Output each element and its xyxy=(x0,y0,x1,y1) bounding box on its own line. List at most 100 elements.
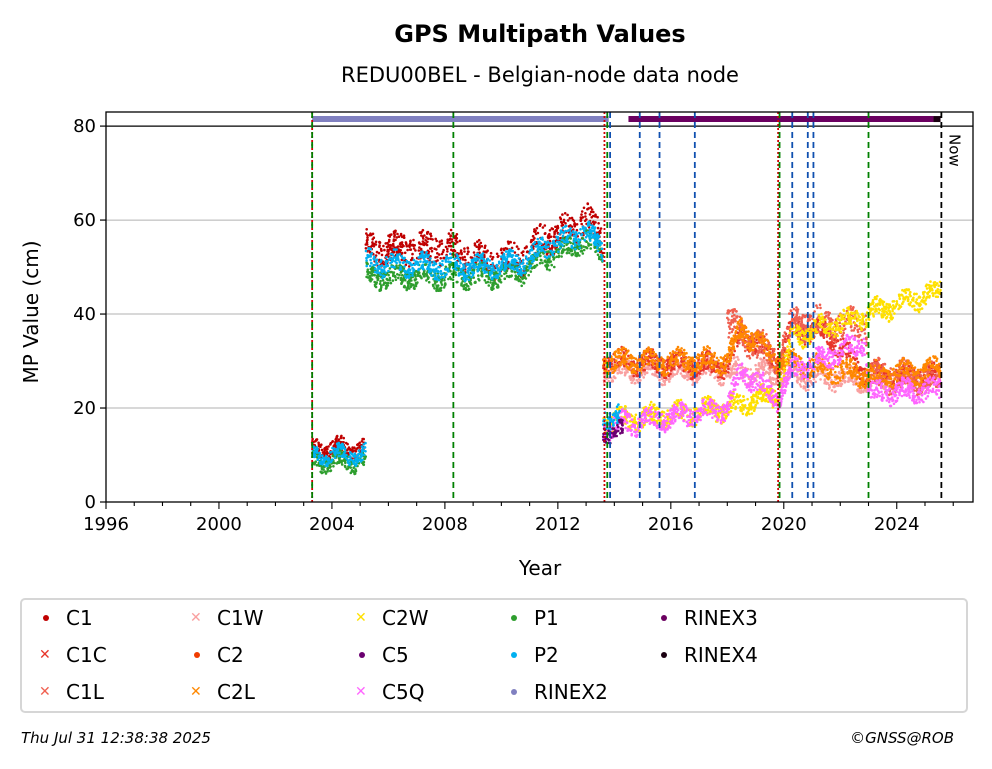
point-c1 xyxy=(395,236,399,239)
point-c1 xyxy=(559,217,563,221)
point-c1c xyxy=(825,340,829,344)
point-c2l xyxy=(836,381,840,385)
point-c1 xyxy=(396,245,400,248)
point-c1w xyxy=(626,370,629,374)
point-c1w xyxy=(642,376,645,379)
point-c1w xyxy=(619,371,622,374)
point-c1w xyxy=(810,382,813,385)
point-c1l xyxy=(860,338,863,342)
point-c1l xyxy=(849,305,852,308)
point-c1 xyxy=(382,263,386,266)
point-p1 xyxy=(478,279,481,282)
point-p1 xyxy=(580,249,584,253)
point-c1l xyxy=(800,320,803,324)
point-c1 xyxy=(404,241,408,244)
point-c1c xyxy=(678,366,681,369)
point-p1 xyxy=(560,250,564,253)
point-c1 xyxy=(564,222,567,225)
point-c1 xyxy=(389,243,392,247)
point-c1w xyxy=(716,379,720,383)
point-c1w xyxy=(660,383,663,386)
point-p1 xyxy=(487,284,491,287)
point-c1 xyxy=(459,249,463,252)
point-c1l xyxy=(761,328,765,332)
point-p1 xyxy=(473,281,477,284)
point-p1 xyxy=(338,460,342,464)
point-c1c xyxy=(845,353,848,356)
point-p1 xyxy=(389,281,393,285)
point-c1w xyxy=(847,377,851,380)
point-c2l xyxy=(614,359,618,363)
point-p1 xyxy=(391,271,395,275)
point-c1 xyxy=(446,250,449,253)
point-c1 xyxy=(461,258,465,261)
point-c1 xyxy=(479,241,483,245)
point-c1w xyxy=(681,374,684,378)
point-c1c xyxy=(710,370,713,374)
point-c1 xyxy=(480,245,484,248)
point-c1 xyxy=(434,256,437,259)
point-c2l xyxy=(920,380,923,384)
point-c1l xyxy=(795,313,799,317)
point-c1 xyxy=(601,251,604,255)
point-c1 xyxy=(408,248,412,251)
point-c1c xyxy=(822,336,826,340)
point-c2l xyxy=(721,371,725,374)
point-p1 xyxy=(545,260,549,264)
point-c1 xyxy=(317,441,320,445)
point-c1 xyxy=(407,244,411,247)
point-c1l xyxy=(728,331,731,335)
point-c2l xyxy=(724,363,728,366)
point-c1 xyxy=(450,238,454,241)
point-p1 xyxy=(448,265,452,269)
point-p1 xyxy=(587,242,590,245)
point-p1 xyxy=(366,270,369,274)
point-c1 xyxy=(561,213,564,216)
point-c1 xyxy=(402,236,406,239)
point-c1l xyxy=(865,336,868,340)
point-c1l xyxy=(731,311,735,314)
point-c2l xyxy=(611,371,615,375)
point-c1w xyxy=(761,363,764,366)
point-c1 xyxy=(560,224,564,227)
point-p1 xyxy=(532,265,535,269)
point-p1 xyxy=(548,268,551,272)
point-p1 xyxy=(555,255,558,259)
point-c2l xyxy=(848,366,852,370)
point-c1c xyxy=(846,341,849,345)
point-c1l xyxy=(730,315,734,318)
point-c1w xyxy=(862,390,865,394)
point-c1 xyxy=(323,452,327,455)
point-c1w xyxy=(833,385,836,389)
point-c1c xyxy=(689,377,693,380)
point-p1 xyxy=(385,281,388,285)
point-c1 xyxy=(400,251,404,255)
point-p1 xyxy=(503,277,507,281)
point-c1l xyxy=(793,317,797,320)
point-p1 xyxy=(366,268,370,272)
point-c1 xyxy=(463,255,467,259)
point-c1l xyxy=(824,311,827,315)
point-p1 xyxy=(416,274,420,278)
point-c1w xyxy=(757,362,761,365)
point-c1 xyxy=(447,244,451,248)
point-c1w xyxy=(802,385,806,388)
point-c1l xyxy=(781,343,785,347)
point-c1 xyxy=(508,240,512,244)
point-c1 xyxy=(591,214,595,218)
point-c1 xyxy=(409,258,413,262)
point-p1 xyxy=(328,466,332,469)
point-c1 xyxy=(340,434,343,438)
point-c1w xyxy=(762,368,766,372)
point-p1 xyxy=(440,279,444,282)
point-c1w xyxy=(736,355,739,359)
point-c1l xyxy=(920,374,923,377)
point-c1 xyxy=(360,440,364,443)
point-p1 xyxy=(373,283,377,287)
point-c1w xyxy=(663,383,667,386)
point-p1 xyxy=(522,276,526,280)
point-c1w xyxy=(759,365,762,369)
point-c1 xyxy=(406,248,409,252)
point-p1 xyxy=(500,274,503,278)
point-p1 xyxy=(490,287,493,291)
